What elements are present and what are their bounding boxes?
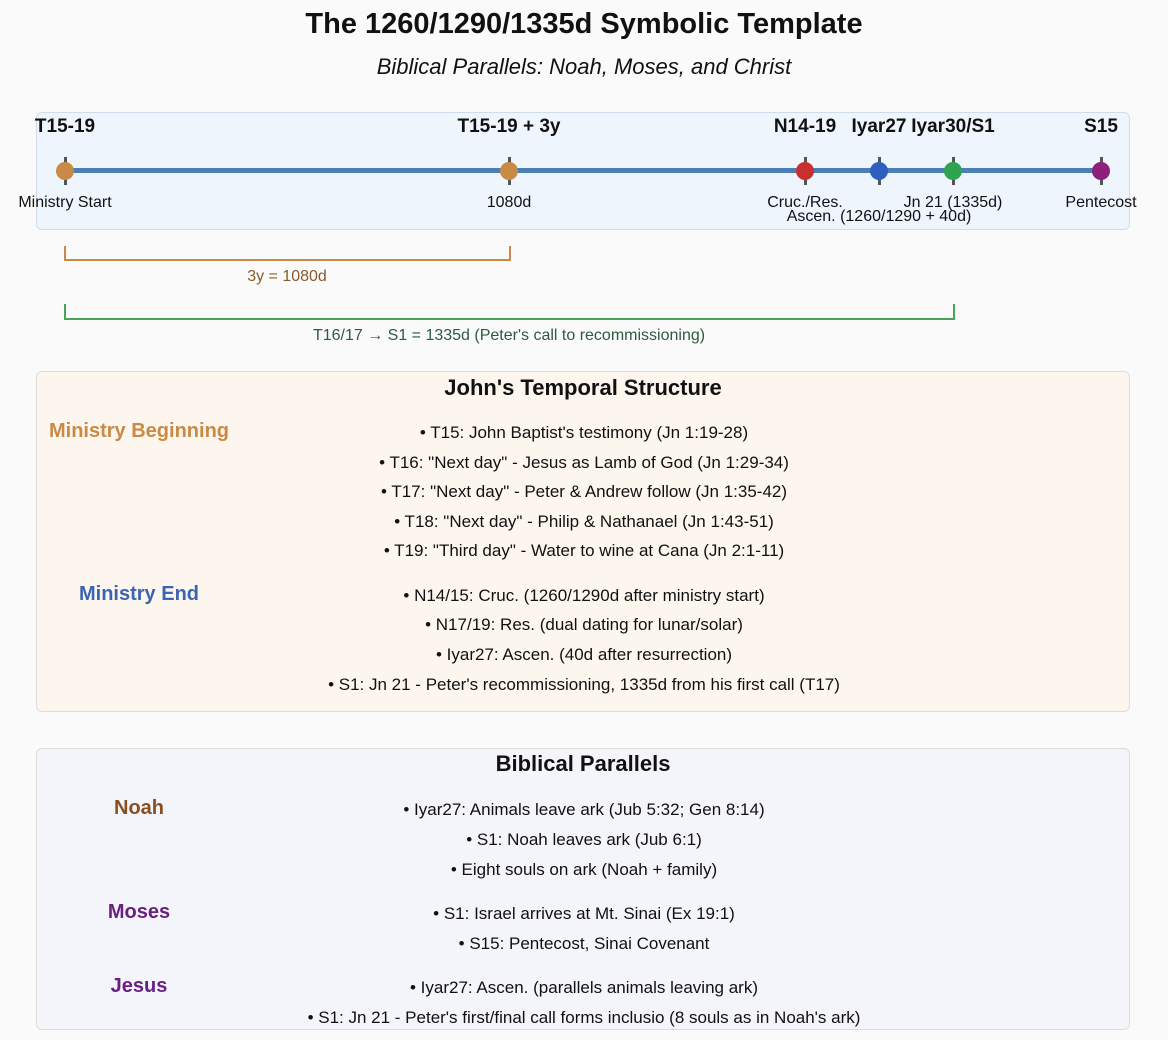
page-title: The 1260/1290/1335d Symbolic Template [305,8,863,40]
list-item: • T16: "Next day" - Jesus as Lamb of God… [379,453,789,472]
timeline-top-label: N14-19 [773,116,837,137]
list-item: • T19: "Third day" - Water to wine at Ca… [383,541,785,560]
list-item: • Iyar27: Ascen. (parallels animals leav… [410,978,758,997]
list-item: • S1: Israel arrives at Mt. Sinai (Ex 19… [433,904,735,923]
timeline-top-label: Iyar30/S1 [911,116,995,137]
list-item: • S15: Pentecost, Sinai Covenant [458,934,710,953]
list-item: • N17/19: Res. (dual dating for lunar/so… [425,615,743,634]
list-item: • T17: "Next day" - Peter & Andrew follo… [380,482,788,501]
timeline-bottom-label: 1080d [486,194,532,211]
span-label-1335d: T16/17 → S1 = 1335d (Peter's call to rec… [312,327,706,344]
timeline-bottom-label: Ministry Start [18,194,112,211]
johns-structure-panel: John's Temporal Structure [36,371,1130,712]
timeline-marker-crucifixion [796,162,814,180]
timeline-marker-jn21 [944,162,962,180]
span-label-3y: 3y = 1080d [247,268,327,285]
list-item: • Iyar27: Animals leave ark (Jub 5:32; G… [403,800,765,819]
timeline-marker-1080d [500,162,518,180]
list-item: • S1: Jn 21 - Peter's first/final call f… [307,1008,861,1027]
list-item: • T15: John Baptist's testimony (Jn 1:19… [419,423,749,442]
span-bracket-3y [64,246,511,261]
timeline-bottom-label: Cruc./Res. [767,194,843,211]
parallels-panel: Biblical Parallels [36,748,1130,1030]
span-bracket-1335d [64,304,955,320]
johns-structure-title: John's Temporal Structure [444,375,722,400]
group-label-moses: Moses [107,901,171,923]
timeline-marker-ascension [870,162,888,180]
group-label-ministry-beginning: Ministry Beginning [49,420,229,442]
timeline-top-label: T15-19 + 3y [457,116,561,137]
timeline-axis-line [65,168,1101,173]
group-label-ministry-end: Ministry End [78,583,200,605]
list-item: • T18: "Next day" - Philip & Nathanael (… [394,512,774,531]
timeline-top-label: T15-19 [34,116,96,137]
timeline-top-label: S15 [1084,116,1118,137]
group-label-noah: Noah [114,797,164,819]
timeline-top-label: Iyar27 [851,116,907,137]
timeline-bottom-label: Jn 21 (1335d) [903,194,1003,211]
page-subtitle: Biblical Parallels: Noah, Moses, and Chr… [376,54,792,79]
timeline-marker-ministry-start [56,162,74,180]
list-item: • S1: Jn 21 - Peter's recommissioning, 1… [328,675,840,694]
parallels-title: Biblical Parallels [495,751,671,776]
group-label-jesus: Jesus [110,975,168,997]
timeline-bottom-label: Ascen. (1260/1290 + 40d) [786,208,972,225]
list-item: • Eight souls on ark (Noah + family) [450,860,718,879]
timeline-bottom-label: Pentecost [1065,194,1137,211]
list-item: • Iyar27: Ascen. (40d after resurrection… [435,645,733,664]
list-item: • S1: Noah leaves ark (Jub 6:1) [466,830,702,849]
list-item: • N14/15: Cruc. (1260/1290d after minist… [403,586,765,605]
timeline-marker-pentecost [1092,162,1110,180]
